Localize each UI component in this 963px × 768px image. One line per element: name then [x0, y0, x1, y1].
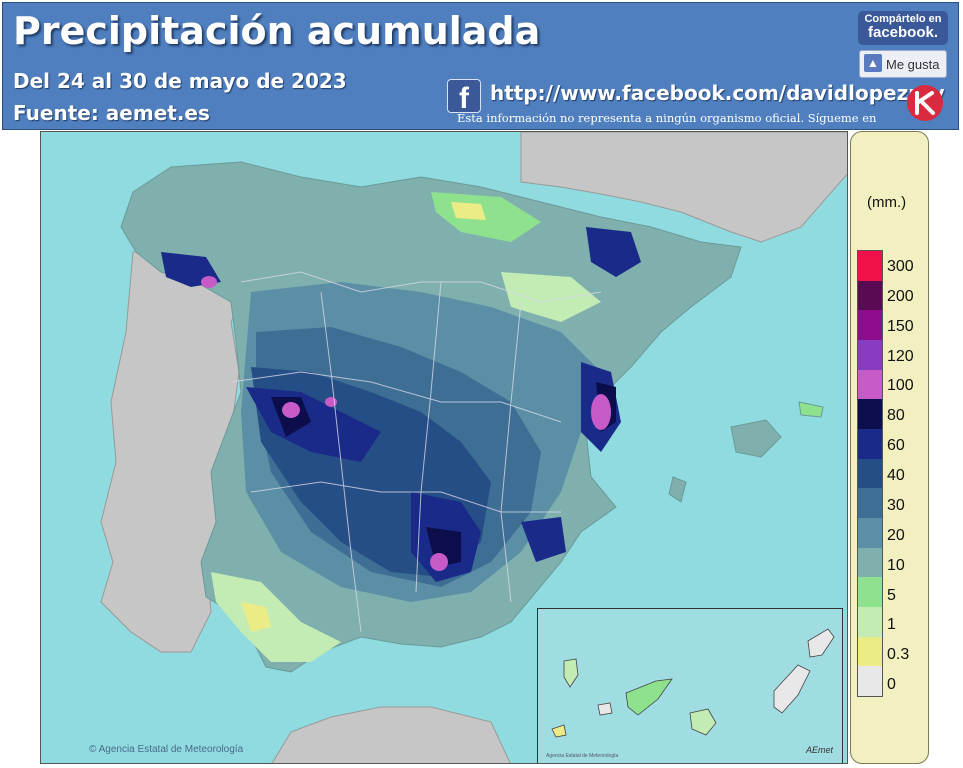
legend-swatch	[858, 340, 882, 370]
la-palma	[563, 658, 579, 688]
legend-label: 20	[887, 526, 905, 544]
brand-logo-icon	[907, 85, 943, 121]
gran-canaria	[689, 708, 717, 736]
legend-label: 60	[887, 437, 905, 455]
tenerife	[625, 678, 673, 716]
share-label: Compártelo en	[864, 13, 942, 25]
legend-label: 0	[887, 676, 896, 694]
legend-label: 10	[887, 556, 905, 574]
legend-swatch	[858, 429, 882, 459]
legend-label: 200	[887, 287, 914, 305]
zone-03-1-south	[241, 602, 271, 632]
date-range: Del 24 al 30 de mayo de 2023	[13, 69, 347, 93]
legend-label: 40	[887, 467, 905, 485]
map-credit-text: Agencia Estatal de Meteorología	[98, 744, 244, 755]
legend-label: 5	[887, 586, 896, 604]
zone-1-5-south	[211, 572, 341, 662]
mallorca	[730, 419, 782, 458]
legend-swatch	[858, 280, 882, 311]
facebook-icon[interactable]: f	[447, 79, 481, 115]
legend-labels: 300 200 150 120 100 80 60 40 30 20 10 5 1 0.3 0	[885, 254, 925, 702]
lanzarote	[807, 628, 835, 658]
inset-logo: AEmet	[806, 745, 834, 755]
region-borders	[230, 271, 602, 633]
legend-label: 100	[887, 377, 914, 395]
map-credit: © Agencia Estatal de Meteorología	[89, 744, 243, 755]
inset-canvas	[551, 628, 835, 738]
thumbs-up-icon: ▲	[864, 54, 882, 72]
legend-swatch	[858, 369, 882, 400]
africa-land	[271, 706, 511, 763]
legend-panel: (mm.) 300 200 150 120 100 80 60 40 30 20 10 5 1 0.3 0	[850, 131, 929, 764]
legend-label: 0.3	[887, 646, 910, 664]
inset-credit: Agencia Estatal de Meteorología	[546, 753, 619, 759]
menorca	[798, 401, 824, 418]
like-button[interactable]: ▲ Me gusta	[859, 50, 947, 78]
legend-swatch	[858, 577, 882, 608]
legend-label: 30	[887, 496, 905, 514]
legend-swatch	[858, 607, 882, 637]
zone-100-south	[430, 553, 448, 571]
map-canvas	[100, 132, 847, 763]
fuerteventura	[773, 664, 811, 714]
copyright-icon: ©	[89, 744, 97, 755]
legend-swatch	[858, 310, 882, 341]
header-banner: Precipitación acumulada Del 24 al 30 de …	[2, 2, 959, 130]
canary-islands-inset: Agencia Estatal de Meteorología AEmet	[537, 608, 843, 763]
ibiza	[668, 476, 687, 503]
zone-1-5-ebro	[501, 272, 601, 322]
legend-unit: (mm.)	[867, 194, 907, 211]
legend-label: 80	[887, 407, 905, 425]
legend-swatch	[858, 666, 882, 697]
zone-03-1-north	[451, 202, 486, 220]
disclaimer-text: Esta información no representa a ningún …	[457, 111, 877, 125]
legend-swatch	[858, 488, 882, 519]
legend-label: 120	[887, 347, 914, 365]
precipitation-map: © Agencia Estatal de Meteorología Agenci…	[40, 131, 848, 764]
facebook-link[interactable]: http://www.facebook.com/davidlopezrey	[490, 81, 945, 105]
zone-60-80-ne	[586, 227, 641, 277]
source-label: Fuente: aemet.es	[13, 101, 210, 125]
zone-100-nw	[201, 276, 217, 288]
zone-100-east	[591, 394, 611, 430]
like-label: Me gusta	[886, 57, 940, 72]
legend-swatch	[858, 636, 882, 667]
share-brand: facebook.	[867, 24, 939, 41]
zone-100-west	[282, 402, 300, 418]
legend-swatch	[858, 518, 882, 548]
legend-label: 300	[887, 258, 914, 275]
legend-swatch	[858, 547, 882, 578]
france-land	[520, 132, 847, 243]
legend-swatch	[858, 251, 882, 281]
zone-60-80-se	[521, 517, 566, 562]
el-hierro	[551, 724, 567, 738]
page-title: Precipitación acumulada	[13, 9, 541, 53]
legend-label: 150	[887, 317, 914, 335]
legend-color-scale	[857, 250, 883, 697]
legend-swatch	[858, 399, 882, 430]
legend-label: 1	[887, 616, 896, 634]
legend-swatch	[858, 458, 882, 489]
share-facebook-button[interactable]: Compártelo en facebook.	[858, 11, 948, 45]
la-gomera	[597, 702, 613, 716]
